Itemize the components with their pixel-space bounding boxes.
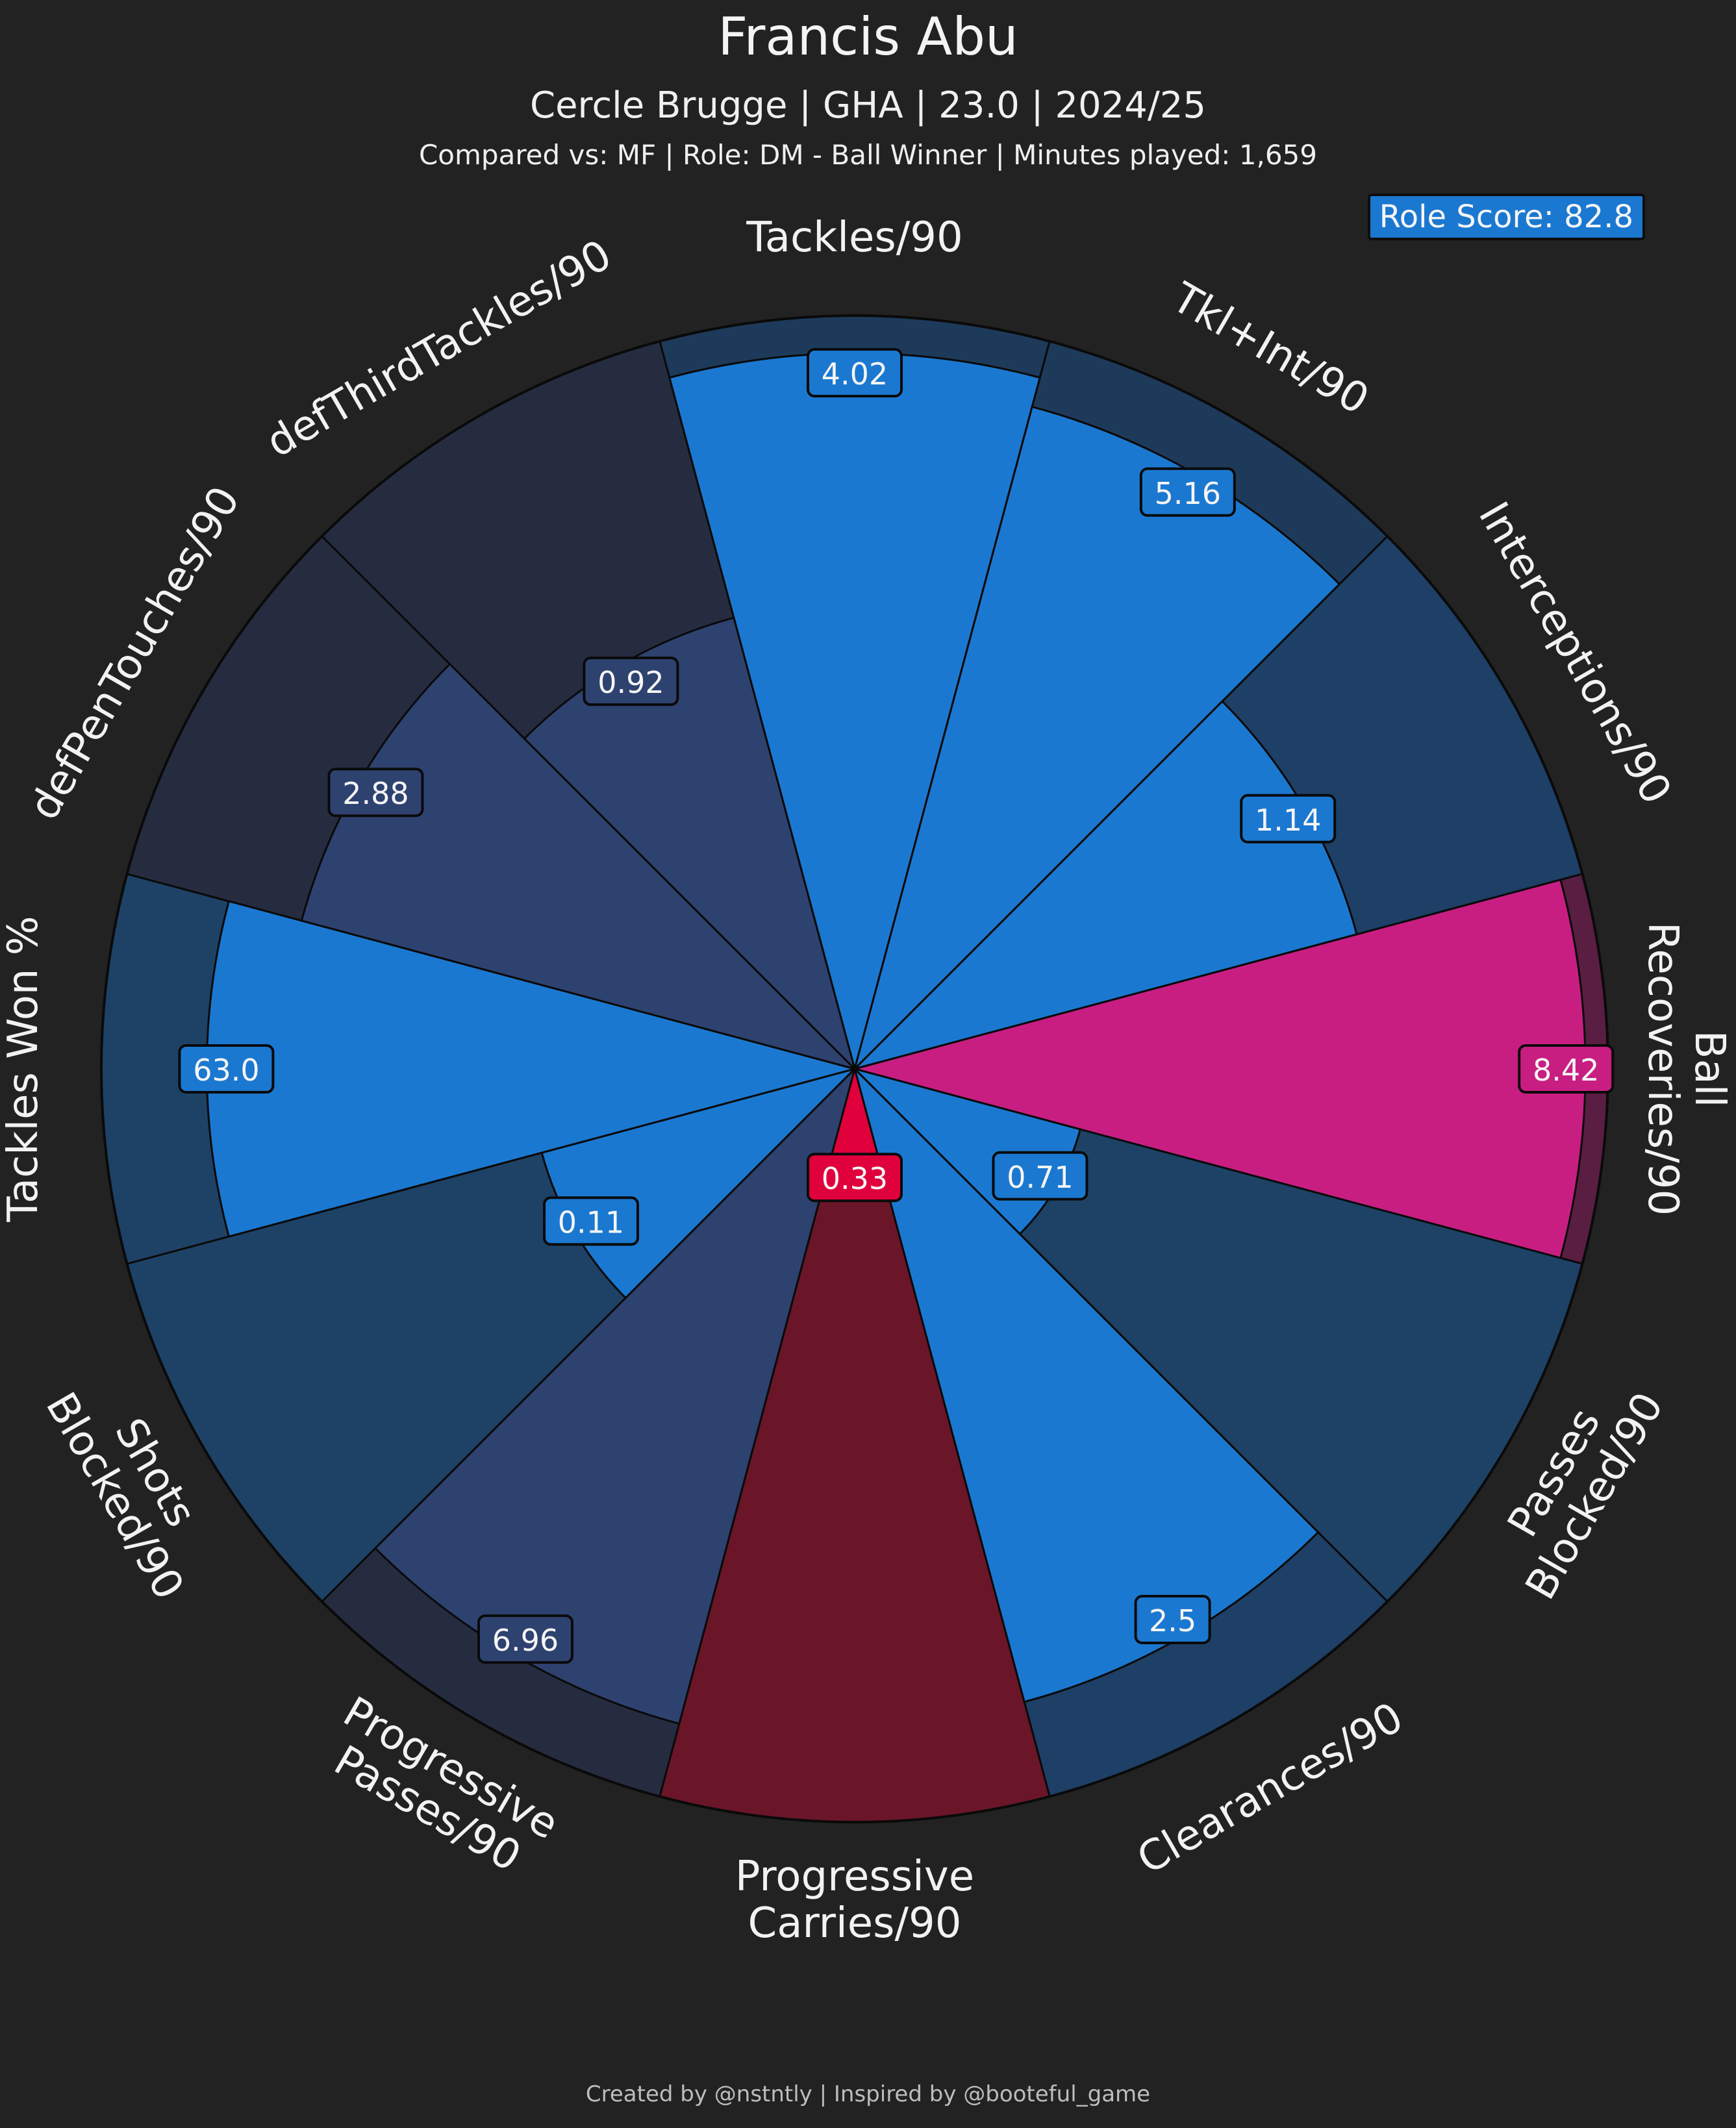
value-label-progressive-passes-90: 6.96 bbox=[477, 1614, 573, 1664]
svg-text:0.11: 0.11 bbox=[558, 1205, 624, 1240]
svg-text:Progressive: Progressive bbox=[735, 1853, 974, 1901]
metric-label-tackles-90: Tackles/90 bbox=[746, 214, 962, 262]
svg-text:6.96: 6.96 bbox=[492, 1623, 559, 1658]
svg-text:1.14: 1.14 bbox=[1255, 803, 1321, 838]
credit-footer: Created by @nstntly | Inspired by @boote… bbox=[585, 2081, 1151, 2107]
svg-text:5.16: 5.16 bbox=[1155, 476, 1221, 511]
svg-text:Tackles Won %: Tackles Won % bbox=[0, 916, 47, 1222]
value-label-shots-blocked-90: 0.11 bbox=[543, 1196, 640, 1246]
svg-text:2.88: 2.88 bbox=[342, 776, 409, 811]
value-label-tackles-won: 63.0 bbox=[178, 1044, 275, 1094]
role-score-badge: Role Score: 82.8 bbox=[1367, 194, 1645, 240]
comparison-info: Compared vs: MF | Role: DM - Ball Winner… bbox=[418, 139, 1317, 171]
value-label-interceptions-90: 1.14 bbox=[1240, 794, 1337, 844]
svg-text:Carries/90: Carries/90 bbox=[748, 1899, 962, 1947]
value-label-tkl-int-90: 5.16 bbox=[1139, 467, 1236, 517]
svg-text:0.71: 0.71 bbox=[1007, 1160, 1073, 1195]
metric-label-tackles-won: Tackles Won % bbox=[0, 916, 47, 1222]
svg-text:4.02: 4.02 bbox=[822, 357, 888, 392]
svg-text:Tackles/90: Tackles/90 bbox=[746, 214, 962, 262]
value-label-clearances-90: 2.5 bbox=[1134, 1595, 1211, 1645]
value-label-progressive-carries-90: 0.33 bbox=[807, 1153, 903, 1203]
value-label-defthirdtackles-90: 0.92 bbox=[583, 657, 679, 707]
svg-text:8.42: 8.42 bbox=[1533, 1053, 1599, 1088]
value-label-ball-recoveries-90: 8.42 bbox=[1518, 1044, 1615, 1094]
value-label-passes-blocked-90: 0.71 bbox=[992, 1151, 1088, 1201]
svg-text:63.0: 63.0 bbox=[193, 1053, 259, 1088]
value-labels: 4.02 5.16 1.14 8.42 0.71 2.5 0.33 6.96 0.11 63.0 2… bbox=[178, 348, 1615, 1664]
value-label-defpentouches-90: 2.88 bbox=[327, 768, 424, 818]
player-info-subtitle: Cercle Brugge | GHA | 23.0 | 2024/25 bbox=[530, 84, 1206, 127]
value-label-tackles-90: 4.02 bbox=[807, 348, 903, 397]
svg-text:0.33: 0.33 bbox=[822, 1161, 888, 1196]
svg-text:2.5: 2.5 bbox=[1149, 1603, 1196, 1638]
svg-text:Recoveries/90: Recoveries/90 bbox=[1639, 922, 1687, 1216]
svg-text:0.92: 0.92 bbox=[598, 665, 664, 700]
svg-text:Ball: Ball bbox=[1685, 1031, 1733, 1108]
player-name-title: Francis Abu bbox=[718, 6, 1018, 67]
